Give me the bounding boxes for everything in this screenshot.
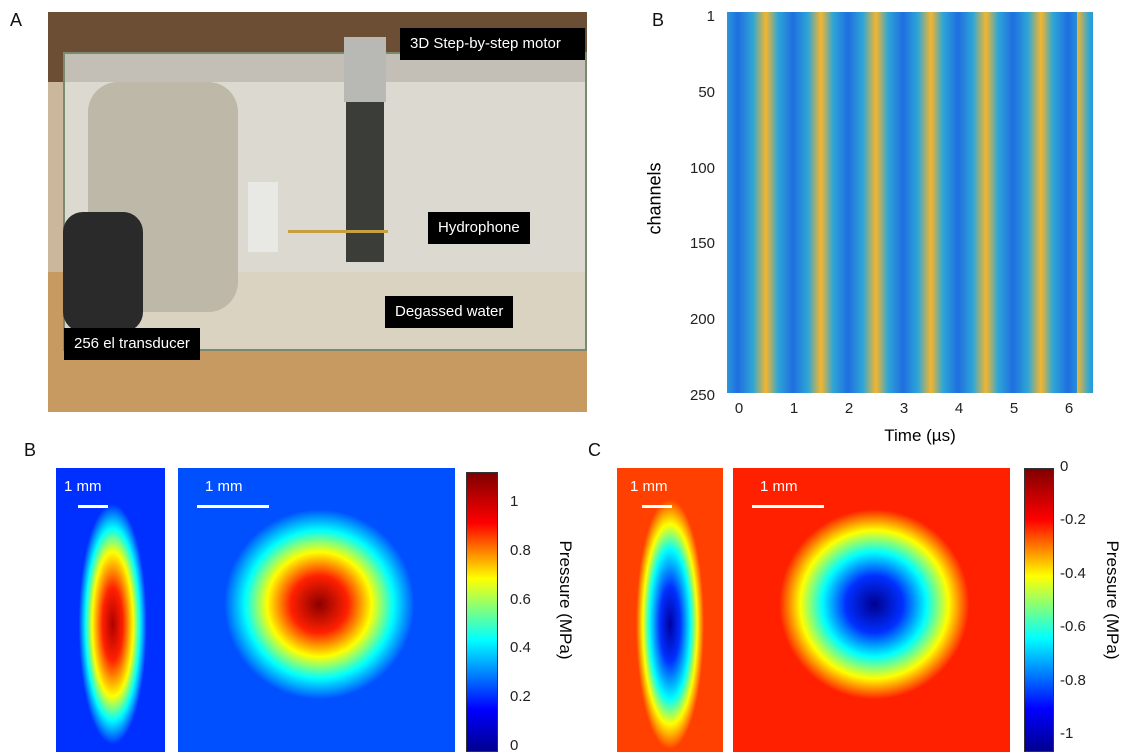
tick-label: 1 xyxy=(789,400,799,417)
heatmap xyxy=(56,468,165,752)
tick-label: -0.6 xyxy=(1060,618,1086,636)
tick-label: 200 xyxy=(689,311,715,329)
tick-label: 0.8 xyxy=(510,541,531,559)
tick-label: 0 xyxy=(734,400,744,417)
tick-label: 4 xyxy=(954,400,964,417)
scale-label: 1 mm xyxy=(760,478,798,495)
colorbar-label: Pressure (MPa) xyxy=(1103,540,1122,660)
tick-label: 1 xyxy=(706,8,715,25)
tick-label: 6 xyxy=(1064,400,1074,417)
annotation: Degassed water xyxy=(385,296,514,328)
tick-label: 0 xyxy=(510,737,519,754)
tick-label: 2 xyxy=(844,400,854,417)
tick-label: 0.6 xyxy=(510,590,531,608)
tick-label: 0 xyxy=(1060,458,1069,475)
scale-label: 1 mm xyxy=(64,478,102,495)
tick-label: 50 xyxy=(698,83,715,101)
panel-label: A xyxy=(10,10,23,30)
annotation: 3D Step-by-step motor xyxy=(400,28,585,60)
tick-label: -0.2 xyxy=(1060,511,1086,529)
colorbar xyxy=(1024,468,1054,752)
tick-label: -0.4 xyxy=(1060,564,1086,582)
y-axis-label: channels xyxy=(644,162,665,235)
annotation: Hydrophone xyxy=(428,212,530,244)
tick-label: 3 xyxy=(899,400,909,417)
heatmap xyxy=(178,468,455,752)
tick-label: -1 xyxy=(1060,725,1074,742)
tick-label: 0.4 xyxy=(510,639,531,657)
colorbar xyxy=(466,472,498,752)
scale-bar xyxy=(642,505,672,508)
tick-label: 5 xyxy=(1009,400,1019,417)
tick-label: 150 xyxy=(689,235,715,253)
tick-label: 100 xyxy=(689,159,715,177)
panel-label: C xyxy=(588,440,601,460)
tick-label: -0.8 xyxy=(1060,671,1086,689)
panel-label: B xyxy=(24,440,37,460)
x-axis-label: Time (µs) xyxy=(884,426,956,445)
colorbar-label: Pressure (MPa) xyxy=(556,540,575,660)
scale-bar xyxy=(78,505,108,508)
annotation: 256 el transducer xyxy=(64,328,200,360)
heatmap xyxy=(617,468,723,752)
photo xyxy=(48,12,587,412)
heatmap xyxy=(733,468,1010,752)
scale-bar xyxy=(752,505,824,508)
scale-label: 1 mm xyxy=(630,478,668,495)
scale-bar xyxy=(197,505,269,508)
tick-label: 1 xyxy=(510,493,519,510)
tick-label: 250 xyxy=(689,387,715,404)
scale-label: 1 mm xyxy=(205,478,243,495)
panel-label: B xyxy=(652,10,665,30)
tick-label: 0.2 xyxy=(510,688,531,706)
heatmap xyxy=(727,12,1093,393)
